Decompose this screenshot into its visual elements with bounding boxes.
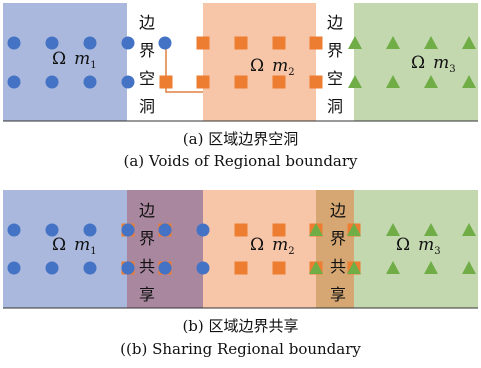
circle-node-icon — [7, 75, 21, 89]
boundary-char-right-b-1: 界 — [330, 229, 346, 248]
circle-node-icon — [158, 261, 172, 275]
region-m3-a — [354, 3, 478, 121]
region-m2-b — [203, 190, 316, 308]
triangle-node-icon — [386, 36, 400, 49]
triangle-node-icon — [424, 75, 438, 88]
triangle-node-icon — [309, 223, 323, 236]
circle-node-icon — [121, 36, 135, 50]
triangle-node-icon — [386, 75, 400, 88]
circle-node-icon — [45, 75, 59, 89]
triangle-node-icon — [424, 36, 438, 49]
circle-node-icon — [7, 36, 21, 50]
boundary-char-left-b-2: 共 — [139, 257, 155, 276]
square-node-icon — [309, 75, 323, 89]
circle-node-icon — [83, 36, 97, 50]
circle-node-icon — [45, 36, 59, 50]
boundary-char-right-b-2: 共 — [330, 257, 346, 276]
boundary-char-left-a-0: 边 — [139, 13, 155, 32]
panel-a-nodes — [7, 36, 476, 89]
circle-node-icon — [121, 75, 135, 89]
boundary-char-right-a-1: 界 — [327, 41, 343, 60]
triangle-node-icon — [348, 75, 362, 88]
region-m1-b — [3, 190, 127, 308]
circle-node-icon — [121, 223, 135, 237]
triangle-node-icon — [348, 36, 362, 49]
boundary-char-right-a-2: 空 — [327, 69, 343, 88]
circle-node-icon — [158, 36, 172, 50]
square-node-icon — [234, 261, 248, 275]
square-node-icon — [159, 75, 173, 89]
triangle-node-icon — [386, 261, 400, 274]
caption-a-zh: (a) 区域边界空洞 — [182, 130, 299, 148]
triangle-node-icon — [347, 223, 361, 236]
triangle-node-icon — [424, 223, 438, 236]
shared-zone-left-b — [127, 190, 203, 308]
circle-node-icon — [121, 261, 135, 275]
boundary-char-right-b-3: 享 — [330, 285, 346, 304]
region-m3-b — [354, 190, 478, 308]
boundary-char-left-a-1: 界 — [139, 41, 155, 60]
circle-node-icon — [196, 261, 210, 275]
region-m2-a — [203, 3, 316, 121]
circle-node-icon — [196, 223, 210, 237]
triangle-node-icon — [462, 75, 476, 88]
triangle-node-icon — [309, 261, 323, 274]
circle-node-icon — [83, 223, 97, 237]
boundary-char-right-a-0: 边 — [327, 13, 343, 32]
circle-node-icon — [158, 223, 172, 237]
shared-zone-right-b — [316, 190, 354, 308]
caption-a-en: (a) Voids of Regional boundary — [123, 152, 358, 170]
circle-node-icon — [7, 223, 21, 237]
square-node-icon — [272, 36, 286, 50]
square-node-icon — [234, 223, 248, 237]
square-node-icon — [272, 261, 286, 275]
circle-node-icon — [45, 261, 59, 275]
triangle-node-icon — [462, 223, 476, 236]
caption-b-zh: (b) 区域边界共享 — [182, 317, 299, 335]
boundary-char-left-b-3: 享 — [139, 285, 155, 304]
circle-node-icon — [83, 75, 97, 89]
triangle-node-icon — [424, 261, 438, 274]
boundary-char-left-b-0: 边 — [139, 201, 155, 220]
boundary-char-left-a-2: 空 — [139, 69, 155, 88]
region-m1-a — [3, 3, 127, 121]
triangle-node-icon — [386, 223, 400, 236]
boundary-char-left-a-3: 洞 — [139, 97, 155, 116]
boundary-char-left-b-1: 界 — [139, 229, 155, 248]
square-node-icon — [196, 36, 210, 50]
triangle-node-icon — [347, 261, 361, 274]
caption-b-en: ((b) Sharing Regional boundary — [120, 340, 361, 358]
square-node-icon — [234, 75, 248, 89]
boundary-char-right-b-0: 边 — [330, 201, 346, 220]
void-outline-a — [165, 44, 203, 93]
boundary-char-right-a-3: 洞 — [327, 97, 343, 116]
circle-node-icon — [45, 223, 59, 237]
triangle-node-icon — [462, 261, 476, 274]
square-node-icon — [272, 223, 286, 237]
circle-node-icon — [7, 261, 21, 275]
triangle-node-icon — [462, 36, 476, 49]
square-node-icon — [309, 36, 323, 50]
circle-node-icon — [83, 261, 97, 275]
square-node-icon — [196, 75, 210, 89]
square-node-icon — [234, 36, 248, 50]
panel-b-nodes — [7, 223, 476, 275]
square-node-icon — [272, 75, 286, 89]
